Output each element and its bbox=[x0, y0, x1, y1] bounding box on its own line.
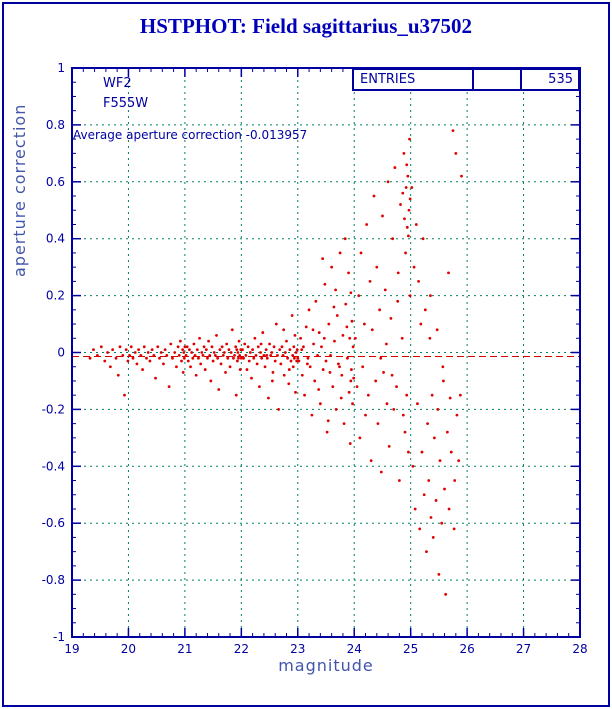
svg-text:0.2: 0.2 bbox=[46, 289, 65, 303]
svg-text:-1: -1 bbox=[53, 630, 65, 644]
svg-text:-0.6: -0.6 bbox=[42, 516, 65, 530]
svg-text:0.6: 0.6 bbox=[46, 175, 65, 189]
filter-label: F555W bbox=[103, 96, 149, 111]
svg-text:24: 24 bbox=[347, 642, 362, 656]
y-axis-label: aperture correction bbox=[10, 103, 29, 277]
svg-text:19: 19 bbox=[64, 642, 79, 656]
entries-stat-box: ENTRIES 535 bbox=[352, 68, 580, 91]
average-correction-annotation: Average aperture correction -0.013957 bbox=[73, 128, 308, 142]
svg-text:21: 21 bbox=[177, 642, 192, 656]
page-title: HSTPHOT: Field sagittarius_u37502 bbox=[139, 14, 473, 38]
detector-label: WF2 bbox=[103, 76, 132, 91]
svg-text:0.8: 0.8 bbox=[46, 118, 65, 132]
entries-box-divider bbox=[472, 70, 520, 89]
svg-text:22: 22 bbox=[234, 642, 249, 656]
svg-text:23: 23 bbox=[290, 642, 305, 656]
svg-text:27: 27 bbox=[516, 642, 531, 656]
svg-text:0.4: 0.4 bbox=[46, 232, 65, 246]
svg-text:1: 1 bbox=[57, 61, 65, 75]
svg-text:25: 25 bbox=[403, 642, 418, 656]
svg-text:-0.4: -0.4 bbox=[42, 459, 65, 473]
svg-text:20: 20 bbox=[121, 642, 136, 656]
entries-label: ENTRIES bbox=[360, 72, 416, 87]
svg-text:-0.8: -0.8 bbox=[42, 573, 65, 587]
svg-text:-0.2: -0.2 bbox=[42, 402, 65, 416]
svg-text:0: 0 bbox=[57, 346, 65, 360]
x-axis-label: magnitude bbox=[278, 656, 374, 675]
svg-text:28: 28 bbox=[572, 642, 587, 656]
entries-count: 535 bbox=[520, 70, 578, 89]
svg-text:26: 26 bbox=[459, 642, 474, 656]
